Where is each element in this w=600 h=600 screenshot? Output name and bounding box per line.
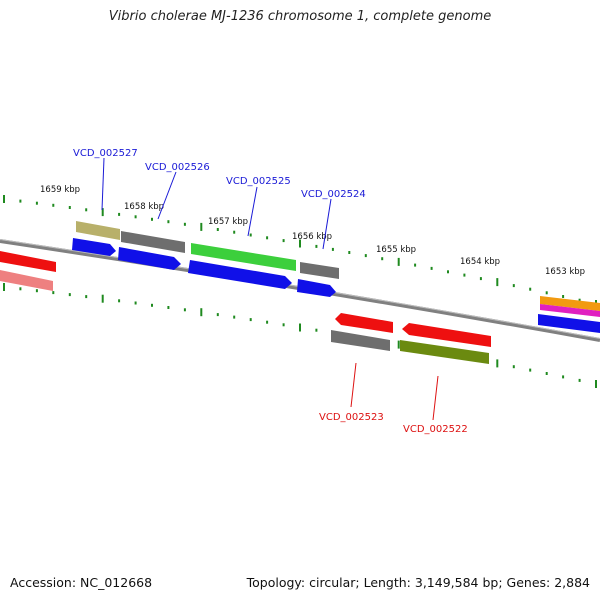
kbp-label: 1655 kbp [376,245,416,255]
label-leader-line [157,171,177,220]
gene-feature-blue[interactable] [538,314,600,333]
gene-feature-pink[interactable] [0,270,53,291]
gene-label[interactable]: VCD_002522 [403,424,468,435]
label-leader-line [101,157,105,211]
kbp-label: 1656 kbp [292,232,332,242]
topology-text: Topology: circular; Length: 3,149,584 bp… [246,575,590,590]
label-leader-line [247,186,258,237]
lower-tick-track [3,283,597,388]
label-leader-line [322,198,332,250]
gene-label[interactable]: VCD_002525 [226,176,291,187]
gene-label[interactable]: VCD_002523 [319,412,384,423]
cds-arrow-reverse[interactable] [402,323,491,347]
gene-label[interactable]: VCD_002524 [301,189,366,200]
upper-tick-track [3,195,597,308]
kbp-label: 1653 kbp [545,267,585,277]
gene-feature-olive[interactable] [400,340,489,364]
gene-feature-gray[interactable] [300,262,339,279]
cds-arrow-forward[interactable] [297,279,336,297]
gene-feature-orange[interactable] [540,296,600,311]
cds-arrow-reverse[interactable] [335,313,393,333]
cds-arrow-forward[interactable] [188,260,292,289]
gene-feature-red[interactable] [0,251,56,272]
gene-feature-green[interactable] [191,243,296,271]
accession-text: Accession: NC_012668 [10,575,153,590]
gene-label[interactable]: VCD_002526 [145,162,210,173]
map-title: Vibrio cholerae MJ-1236 chromosome 1, co… [108,9,492,24]
gene-feature-gray[interactable] [331,330,390,351]
gene-label[interactable]: VCD_002527 [73,148,138,159]
label-leader-line [432,375,439,421]
label-leader-line [350,362,357,408]
kbp-label: 1657 kbp [208,217,248,227]
gene-feature-khaki[interactable] [76,221,120,240]
kbp-label: 1659 kbp [40,185,80,195]
kbp-label: 1658 kbp [124,202,164,212]
kbp-label: 1654 kbp [460,257,500,267]
gene-feature-magenta[interactable] [540,304,600,317]
gene-feature-gray[interactable] [121,231,185,253]
cds-arrow-forward[interactable] [72,238,116,256]
cds-arrow-forward[interactable] [118,247,181,270]
